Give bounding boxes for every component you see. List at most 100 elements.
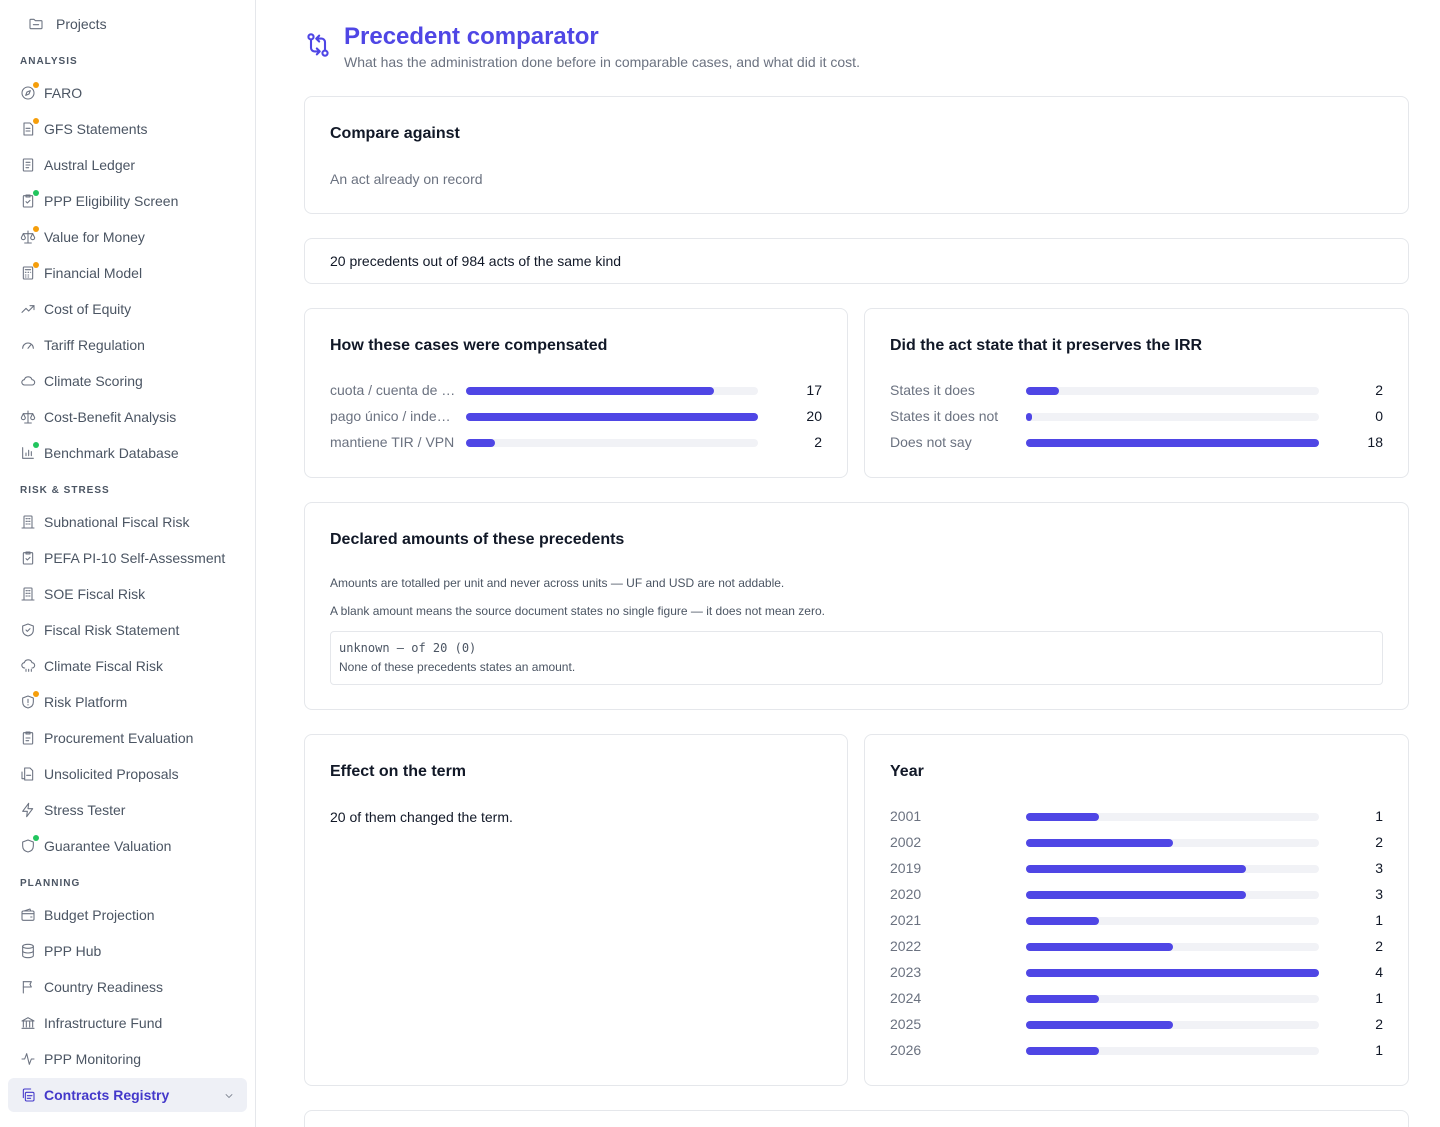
year-bar-track [1026, 917, 1319, 925]
sidebar-item-financial-model[interactable]: Financial Model [8, 256, 247, 290]
calculator-icon [20, 262, 39, 281]
compensation-card: How these cases were compensated cuota /… [304, 308, 848, 478]
sidebar-item-climate-fiscal-risk[interactable]: Climate Fiscal Risk [8, 649, 247, 683]
compensation-bar-track [466, 387, 758, 395]
compensation-bar-value: 20 [806, 408, 822, 424]
compensation-bar-track [466, 439, 758, 447]
chevron-down-icon[interactable] [223, 1089, 235, 1101]
sidebar-item-label: Climate Scoring [44, 373, 143, 389]
sidebar-item-label: Unsolicited Proposals [44, 766, 179, 782]
year-bar-track [1026, 865, 1319, 873]
year-bar-fill [1026, 995, 1099, 1003]
irr-bar-track [1026, 439, 1319, 447]
sidebar-item-label: Risk Platform [44, 694, 128, 710]
sidebar-item-projects[interactable]: Projects [8, 7, 247, 41]
year-bar-fill [1026, 917, 1099, 925]
sidebar-item-label: Fiscal Risk Statement [44, 622, 180, 638]
status-dot [33, 190, 39, 196]
sidebar-item-ppp-hub[interactable]: PPP Hub [8, 934, 247, 968]
sidebar-item-cost-of-equity[interactable]: Cost of Equity [8, 292, 247, 326]
declared-amounts-card: Declared amounts of these precedents Amo… [304, 502, 1409, 710]
clipboard-check-icon [20, 190, 39, 209]
sidebar-item-procurement-evaluation[interactable]: Procurement Evaluation [8, 721, 247, 755]
compare-against-card: Compare against An act already on record [304, 96, 1409, 214]
sidebar-item-austral-ledger[interactable]: Austral Ledger [8, 148, 247, 182]
year-bar-row: 2020 3 [890, 885, 1383, 905]
compensation-bar-value: 2 [814, 434, 822, 450]
sidebar-item-unsolicited-proposals[interactable]: Unsolicited Proposals [8, 757, 247, 791]
status-dot [33, 691, 39, 697]
irr-bar-label: Does not say [890, 434, 972, 450]
year-bar-label: 2021 [890, 912, 922, 928]
year-bar-track [1026, 813, 1319, 821]
sidebar-item-value-for-money[interactable]: Value for Money [8, 220, 247, 254]
sidebar-item-cost-benefit-analysis[interactable]: Cost-Benefit Analysis [8, 400, 247, 434]
sidebar-item-ppp-monitoring[interactable]: PPP Monitoring [8, 1042, 247, 1076]
year-bar-label: 2025 [890, 1016, 922, 1032]
sidebar-item-ppp-eligibility-screen[interactable]: PPP Eligibility Screen [8, 184, 247, 218]
sidebar-item-faro[interactable]: FARO [8, 76, 247, 110]
sidebar-section-label: PLANNING [20, 878, 81, 889]
cloud-icon [20, 373, 36, 389]
sidebar-item-guarantee-valuation[interactable]: Guarantee Valuation [8, 829, 247, 863]
year-bar-label: 2020 [890, 886, 922, 902]
trending-up-icon [20, 301, 36, 317]
sidebar-item-tariff-regulation[interactable]: Tariff Regulation [8, 328, 247, 362]
sidebar-item-country-readiness[interactable]: Country Readiness [8, 970, 247, 1004]
term-effect-title: Effect on the term [330, 763, 467, 780]
irr-bar-fill [1026, 387, 1059, 395]
irr-bar-value: 2 [1375, 382, 1383, 398]
activity-icon [20, 1051, 36, 1067]
year-bar-label: 2002 [890, 834, 922, 850]
year-card: Year 2001 1 2002 2 2019 3 2020 3 2021 1 2022 2 2023 4… [864, 734, 1409, 1086]
sidebar-item-budget-projection[interactable]: Budget Projection [8, 898, 247, 932]
year-bar-value: 2 [1375, 1016, 1383, 1032]
sidebar-item-label: Climate Fiscal Risk [44, 658, 164, 674]
year-bar-row: 2025 2 [890, 1015, 1383, 1035]
year-bar-label: 2023 [890, 964, 922, 980]
sidebar-item-subnational-fiscal-risk[interactable]: Subnational Fiscal Risk [8, 505, 247, 539]
compare-against-title: Compare against [330, 125, 460, 142]
sidebar-item-label: Austral Ledger [44, 157, 136, 173]
status-dot [33, 835, 39, 841]
compensation-bar-label: pago único / inde… [330, 408, 451, 424]
sidebar-item-label: Procurement Evaluation [44, 730, 194, 746]
year-bar-row: 2021 1 [890, 911, 1383, 931]
term-effect-text: 20 of them changed the term. [330, 809, 513, 825]
year-bar-fill [1026, 891, 1246, 899]
year-bar-label: 2022 [890, 938, 922, 954]
year-bar-row: 2022 2 [890, 937, 1383, 957]
sidebar-item-benchmark-database[interactable]: Benchmark Database [8, 436, 247, 470]
clipboard-check-icon [20, 550, 36, 566]
bank-icon [20, 1015, 36, 1031]
shield-check-icon [20, 622, 36, 638]
sidebar-item-risk-platform[interactable]: Risk Platform [8, 685, 247, 719]
sidebar-item-label: PPP Monitoring [44, 1051, 142, 1067]
shield-alert-icon [20, 691, 39, 710]
year-bar-fill [1026, 1021, 1173, 1029]
sidebar-item-pefa-pi-10-self-assessment[interactable]: PEFA PI-10 Self-Assessment [8, 541, 247, 575]
sidebar-item-soe-fiscal-risk[interactable]: SOE Fiscal Risk [8, 577, 247, 611]
year-bar-label: 2026 [890, 1042, 922, 1058]
year-bar-track [1026, 891, 1319, 899]
year-bar-label: 2024 [890, 990, 922, 1006]
sidebar-item-contracts-registry[interactable]: Contracts Registry [8, 1078, 247, 1112]
sidebar-item-label: Projects [56, 16, 107, 32]
compensation-bar-label: cuota / cuenta de … [330, 382, 456, 398]
year-bar-row: 2026 1 [890, 1041, 1383, 1061]
status-dot [33, 442, 39, 448]
compass-icon [20, 82, 39, 101]
sidebar-item-gfs-statements[interactable]: GFS Statements [8, 112, 247, 146]
year-bar-value: 4 [1375, 964, 1383, 980]
folder-icon [28, 16, 44, 32]
compensation-bar-value: 17 [806, 382, 822, 398]
sidebar-item-stress-tester[interactable]: Stress Tester [8, 793, 247, 827]
year-bar-value: 1 [1375, 912, 1383, 928]
year-bar-value: 1 [1375, 808, 1383, 824]
compare-against-select[interactable]: An act already on record [330, 171, 483, 187]
year-bar-fill [1026, 813, 1099, 821]
sidebar-item-infrastructure-fund[interactable]: Infrastructure Fund [8, 1006, 247, 1040]
year-bar-value: 1 [1375, 990, 1383, 1006]
sidebar-item-climate-scoring[interactable]: Climate Scoring [8, 364, 247, 398]
sidebar-item-fiscal-risk-statement[interactable]: Fiscal Risk Statement [8, 613, 247, 647]
